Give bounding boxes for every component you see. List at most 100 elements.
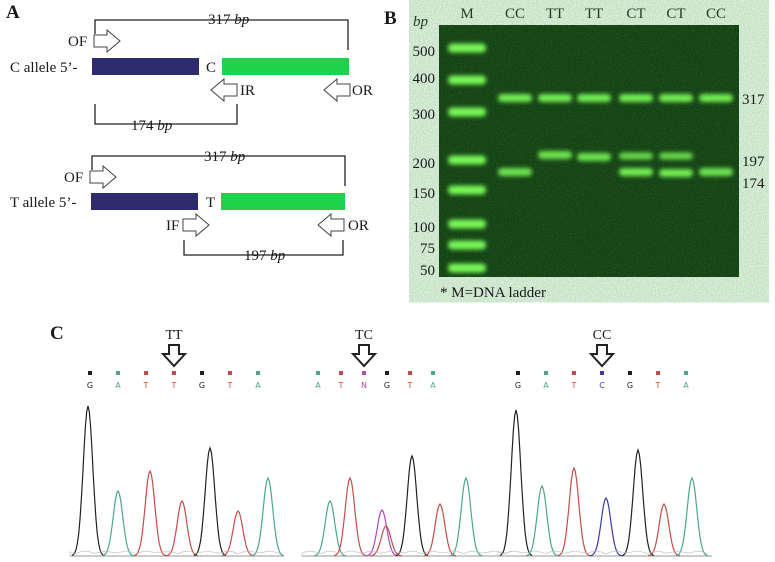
- trace-peak: [499, 409, 533, 557]
- gel-bands: [448, 43, 733, 273]
- c-or-arrow-icon: [323, 78, 351, 102]
- gel-band: [659, 169, 693, 177]
- base-call-marker: [172, 371, 176, 375]
- gel-band: [448, 43, 486, 53]
- trace-peak: [365, 508, 399, 557]
- base-call-letter: T: [655, 381, 661, 390]
- chromatogram-tc: TC A T N G T A: [301, 328, 516, 557]
- base-call-letter: T: [407, 381, 413, 390]
- t-outer-size-text: 317 bp: [204, 149, 246, 165]
- c-or-label: OR: [352, 83, 373, 99]
- t-of-label: OF: [64, 170, 83, 186]
- gel-footnote: * M=DNA ladder: [440, 285, 546, 301]
- gel-band: [448, 185, 486, 195]
- c-allele-diagram: 317 bp OF C allele 5’- C IR OR 174 bp: [10, 12, 373, 134]
- gel-band: [538, 94, 572, 102]
- c-outer-size: 317: [208, 12, 231, 28]
- ladder-size-label: 150: [413, 186, 436, 202]
- c-outer-size-text: 317 bp: [208, 12, 250, 28]
- trace-noise: [301, 550, 513, 556]
- marker-arrow-icon: [352, 344, 376, 367]
- base-call-letter: T: [171, 381, 177, 390]
- gel-band: [699, 168, 733, 176]
- c-ir-arrow-icon: [210, 78, 238, 102]
- lane-label: CC: [706, 6, 726, 22]
- genotype-label: TT: [165, 328, 183, 343]
- trace-peak: [193, 446, 227, 557]
- base-call-letter: G: [87, 381, 93, 390]
- band-size-labels: 317 197 174: [742, 92, 765, 192]
- band-size-label: 317: [742, 92, 765, 108]
- base-call-letter: T: [571, 381, 577, 390]
- genotype-label: TC: [355, 328, 373, 343]
- marker-arrow-icon: [590, 344, 614, 367]
- trace-peak: [647, 502, 681, 557]
- c-outer-unit: bp: [234, 12, 250, 28]
- t-outer-bracket: [91, 155, 346, 186]
- base-call-letter: G: [199, 381, 205, 390]
- base-call-marker: [656, 371, 660, 375]
- band-size-label: 174: [742, 176, 765, 192]
- gel-band: [448, 107, 486, 117]
- base-call-letter: G: [384, 381, 390, 390]
- trace-peak: [589, 496, 623, 557]
- base-call-marker: [516, 371, 520, 375]
- c-outer-bracket: [94, 19, 349, 50]
- ladder-size-label: 400: [413, 71, 436, 87]
- base-call-marker: [362, 371, 366, 375]
- c-allele-base: C: [206, 60, 216, 76]
- trace-peak: [423, 502, 457, 557]
- t-or-arrow-icon: [317, 213, 345, 237]
- base-call-marker: [200, 371, 204, 375]
- lane-label: CT: [626, 6, 645, 22]
- panel-b: B bp M CC TT TT CT CT CC 500400300200150100755…: [384, 6, 765, 301]
- panel-a-letter: A: [6, 2, 20, 23]
- base-call-letter: G: [515, 381, 521, 390]
- c-upstream-segment: [92, 58, 199, 75]
- base-call-marker: [544, 371, 548, 375]
- t-inner-unit: bp: [270, 248, 286, 264]
- ladder-size-label: 50: [420, 263, 435, 279]
- gel-band: [448, 155, 486, 165]
- base-call-letter: A: [115, 381, 121, 390]
- lane-label: M: [460, 6, 473, 22]
- base-call-marker: [628, 371, 632, 375]
- trace-peak: [675, 476, 709, 557]
- base-call-letter: A: [315, 381, 321, 390]
- base-call-letter: A: [430, 381, 436, 390]
- base-call-marker: [408, 371, 412, 375]
- base-call-letter: T: [338, 381, 344, 390]
- t-outer-size: 317: [204, 149, 227, 165]
- lane-label: CT: [666, 6, 685, 22]
- base-call-marker: [385, 371, 389, 375]
- panel-b-letter: B: [384, 8, 397, 29]
- gel-band: [577, 94, 611, 102]
- base-call-marker: [228, 371, 232, 375]
- trace-peak: [395, 454, 429, 557]
- t-downstream-segment: [221, 193, 345, 210]
- ladder-size-label: 300: [413, 107, 436, 123]
- base-call-marker: [572, 371, 576, 375]
- base-call-marker: [684, 371, 688, 375]
- trace-peak: [369, 525, 403, 557]
- t-inner-size-text: 197 bp: [244, 248, 286, 264]
- base-call-letter: T: [227, 381, 233, 390]
- trace-peak: [449, 476, 483, 557]
- trace-peak: [525, 484, 559, 557]
- gel-band: [619, 94, 653, 102]
- gel-band: [659, 94, 693, 102]
- gel-band: [577, 153, 611, 161]
- t-of-arrow-icon: [89, 165, 117, 189]
- gel-band: [538, 151, 572, 159]
- t-allele-label: T allele 5’-: [10, 195, 76, 211]
- base-call-marker: [144, 371, 148, 375]
- gel-band: [659, 152, 693, 160]
- c-downstream-segment: [222, 58, 349, 75]
- trace-peak: [71, 405, 105, 557]
- trace-peak: [333, 476, 367, 557]
- gel-band: [498, 168, 532, 176]
- base-call-marker: [431, 371, 435, 375]
- ladder-labels: 500 400 300 200 150 100 75 50: [413, 44, 436, 279]
- c-inner-unit: bp: [157, 118, 173, 134]
